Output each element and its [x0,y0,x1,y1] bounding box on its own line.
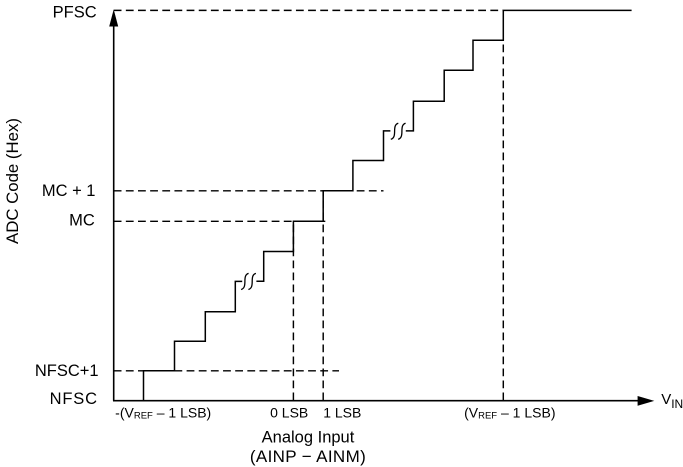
svg-text:NFSC+1: NFSC+1 [35,362,99,380]
svg-text:1 LSB: 1 LSB [323,405,361,421]
svg-text:VIN: VIN [661,391,683,411]
svg-text:ADC Code (Hex): ADC Code (Hex) [3,118,22,244]
svg-text:(VREF – 1 LSB): (VREF – 1 LSB) [464,405,555,422]
svg-text:-(VREF – 1 LSB): -(VREF – 1 LSB) [115,405,211,422]
svg-text:Analog Input: Analog Input [262,428,355,446]
svg-text:0 LSB: 0 LSB [270,405,308,421]
svg-text:NFSC: NFSC [50,390,98,408]
svg-text:MC + 1: MC + 1 [42,182,96,200]
svg-text:MC: MC [69,212,95,230]
svg-text:PFSC: PFSC [53,4,97,22]
svg-text:(AINP − AINM): (AINP − AINM) [250,447,366,466]
